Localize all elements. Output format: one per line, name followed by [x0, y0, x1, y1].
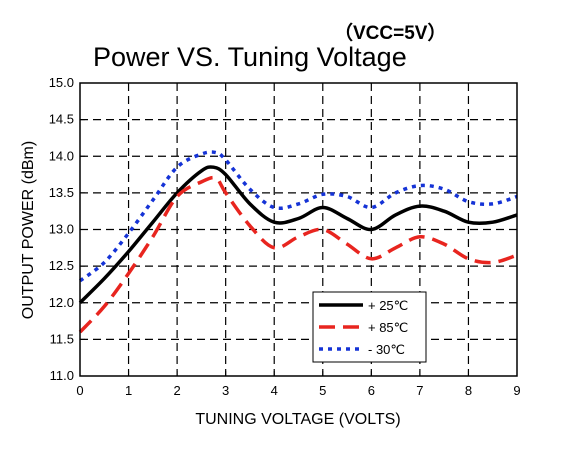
y-tick-label: 14.5: [49, 112, 74, 127]
x-axis-label: TUNING VOLTAGE (VOLTS): [195, 411, 401, 428]
y-tick-label: 11.5: [50, 331, 74, 346]
x-tick-label: 0: [76, 383, 83, 398]
x-tick-label: 8: [465, 383, 472, 398]
x-tick-label: 5: [319, 383, 326, 398]
series-line-3: [78, 150, 518, 283]
y-tick-label: 12.0: [49, 295, 74, 310]
x-tick-label: 7: [416, 383, 423, 398]
tick-labels: 0 1 2 3 4 5 6 7 8 9 11.0 11.5 12.0 12.5 13.0 13.5 14.0 14…: [49, 75, 521, 398]
x-tick-label: 1: [125, 383, 132, 398]
chart-title: Power VS. Tuning Voltage: [93, 42, 407, 72]
x-tick-label: 2: [173, 383, 180, 398]
x-tick-label: 3: [222, 383, 229, 398]
y-tick-label: 14.0: [49, 148, 74, 163]
y-tick-label: 15.0: [49, 75, 74, 90]
x-tick-label: 6: [368, 383, 375, 398]
x-tick-label: 4: [271, 383, 278, 398]
y-tick-label: 13.5: [49, 185, 74, 200]
legend: + 25℃ + 85℃ - 30℃: [312, 291, 427, 363]
legend-label: + 25℃: [368, 298, 408, 313]
chart-subtitle: （VCC=5V）: [334, 23, 447, 44]
y-tick-label: 11.0: [50, 368, 74, 383]
y-tick-label: 13.0: [49, 222, 74, 237]
series-line-1: [78, 165, 518, 305]
series-lines: [78, 150, 518, 334]
legend-label: + 85℃: [368, 320, 408, 335]
x-tick-label: 9: [513, 383, 520, 398]
y-tick-label: 12.5: [49, 258, 74, 273]
legend-label: - 30℃: [368, 342, 405, 357]
series-line-2: [78, 175, 518, 334]
grid: [80, 83, 517, 376]
